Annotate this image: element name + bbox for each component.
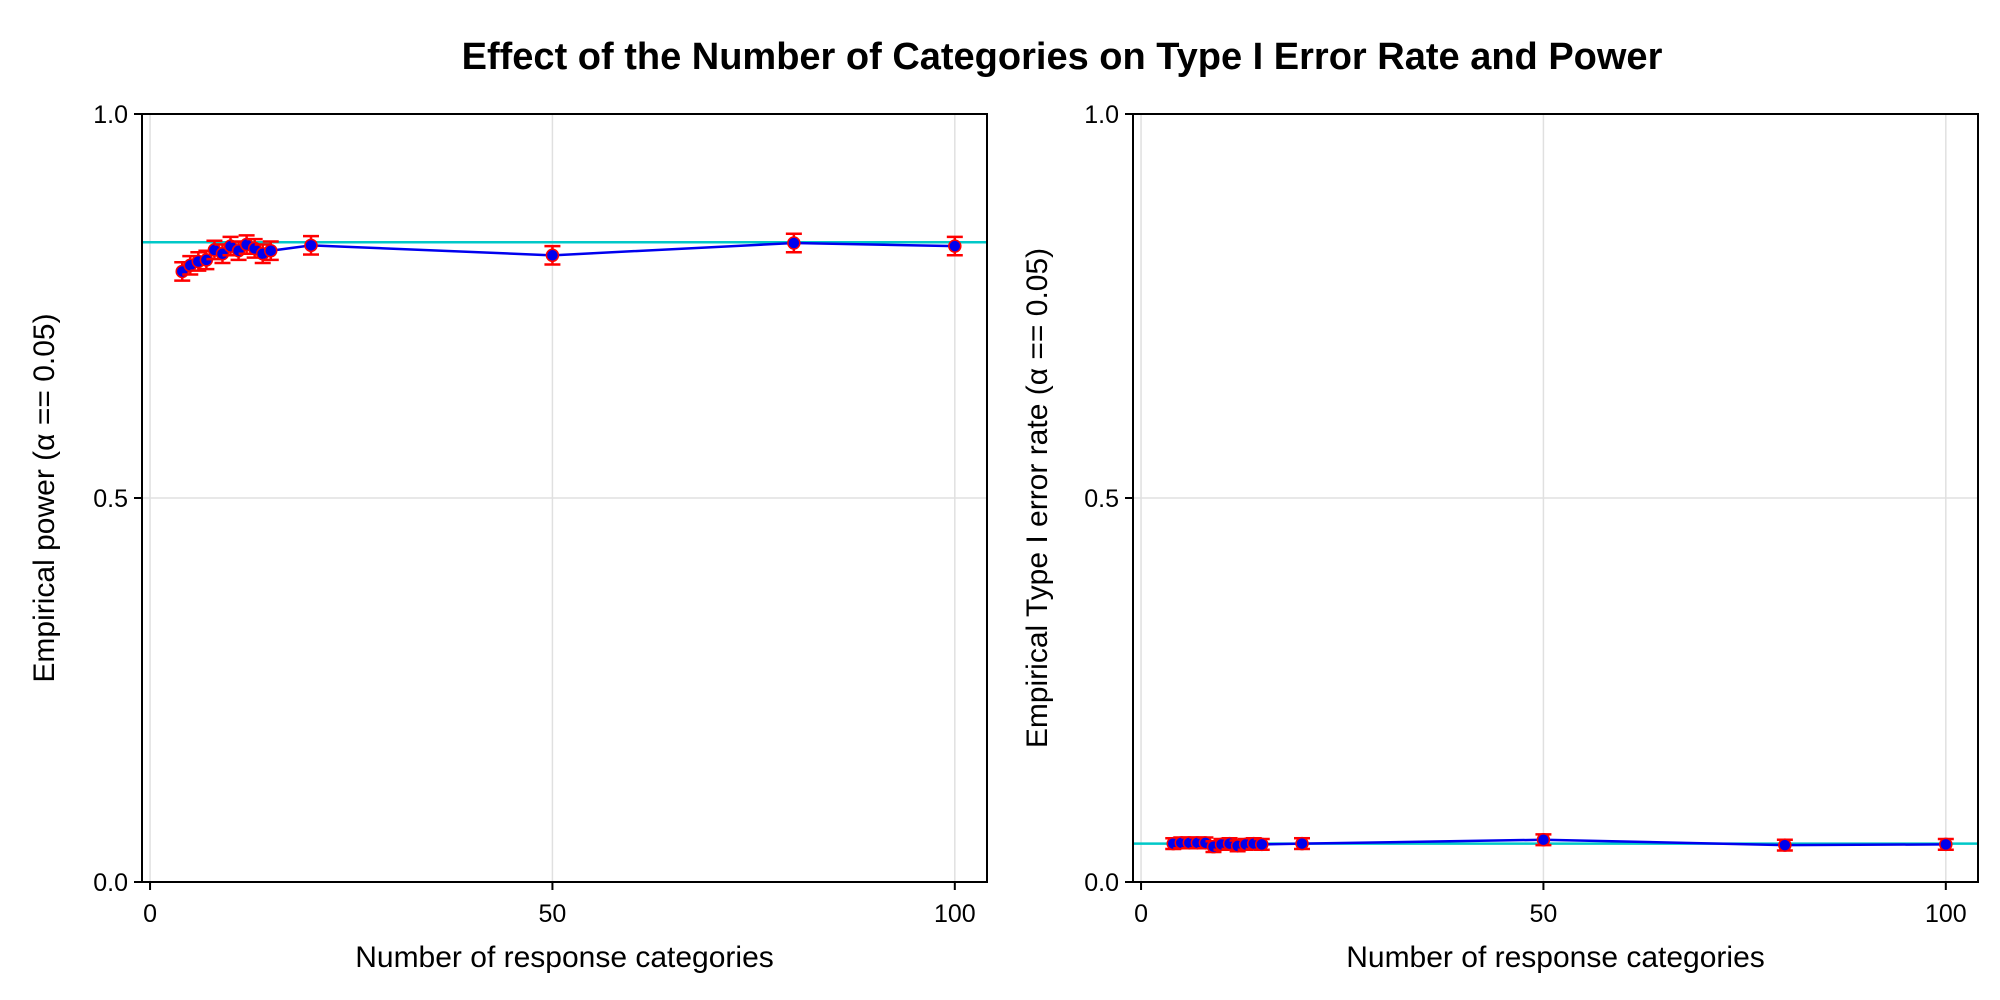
- data-point-11: [1255, 837, 1269, 852]
- y-tick-label-1: 0.5: [93, 485, 128, 513]
- y-tick-label-2: 1.0: [93, 101, 128, 129]
- data-point-13: [1536, 833, 1551, 847]
- x-tick-label-0: 0: [1134, 900, 1148, 928]
- data-point-13: [545, 248, 560, 263]
- x-tick-label-1: 50: [539, 900, 567, 928]
- y-axis-label: Empirical power (α == 0.05): [28, 313, 61, 682]
- data-point-15: [948, 239, 962, 253]
- x-tick-label-2: 100: [1925, 900, 1967, 928]
- type-i-error-panel: 0 50 100 0.0 0.5 1.0 Number of response catego…: [1021, 101, 1979, 974]
- data-point-11: [264, 243, 278, 258]
- power-panel: 0 50 100 0.0 0.5 1.0 Number of response catego…: [28, 101, 988, 974]
- data-point-12: [1295, 836, 1309, 851]
- data-point-14: [1778, 838, 1792, 852]
- data-point-15: [1939, 837, 1953, 852]
- figure-title: Effect of the Number of Categories on Ty…: [462, 36, 1663, 78]
- y-tick-label-2: 1.0: [1084, 101, 1119, 129]
- data-point-12: [304, 238, 318, 253]
- data-point-14: [787, 236, 801, 250]
- x-axis-label: Number of response categories: [1346, 941, 1765, 974]
- data-point-5: [215, 247, 230, 261]
- x-tick-label-1: 50: [1530, 900, 1558, 928]
- y-tick-label-0: 0.0: [1084, 869, 1119, 897]
- x-tick-label-0: 0: [143, 900, 157, 928]
- x-axis-label: Number of response categories: [355, 941, 774, 974]
- y-tick-label-1: 0.5: [1084, 485, 1119, 513]
- y-tick-label-0: 0.0: [93, 869, 128, 897]
- y-axis-label: Empirical Type I error rate (α == 0.05): [1021, 248, 1054, 748]
- series-line-0: [181, 241, 955, 273]
- x-tick-label-2: 100: [934, 900, 976, 928]
